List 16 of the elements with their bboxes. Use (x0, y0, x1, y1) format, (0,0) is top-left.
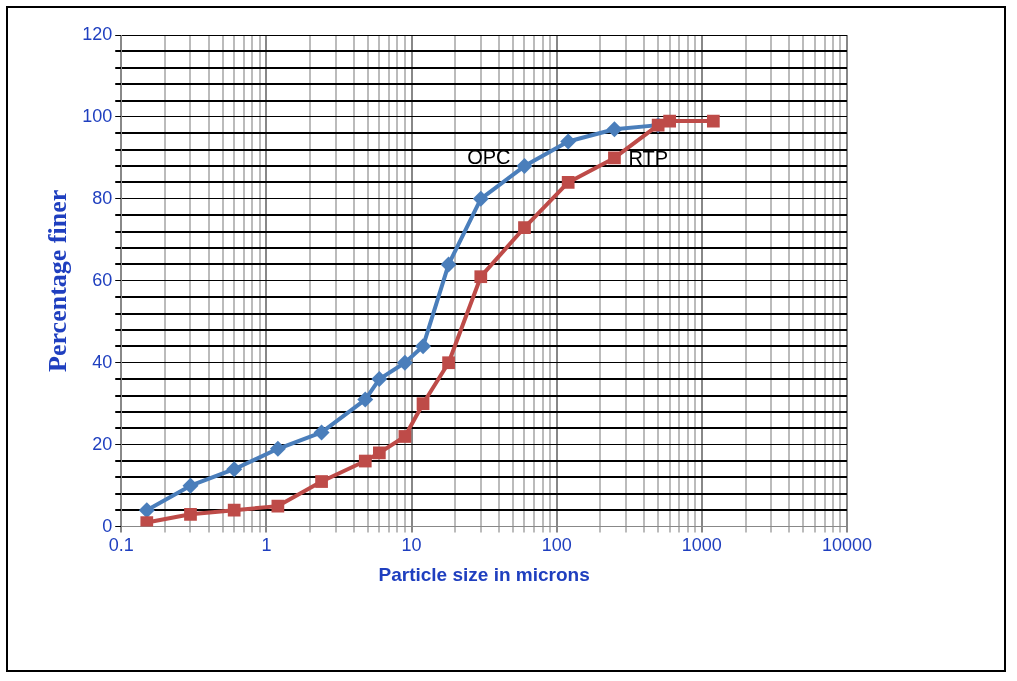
x-tick-label: 1000 (681, 535, 722, 556)
y-tick-label: 60 (92, 269, 113, 290)
x-tick-label: 100 (541, 535, 572, 556)
y-tick-label: 20 (92, 433, 113, 454)
y-axis-title: Percentage finer (43, 189, 73, 372)
y-tick-label: 40 (92, 351, 113, 372)
y-tick-label: 0 (102, 515, 113, 536)
x-tick-label: 1 (261, 535, 272, 556)
y-tick-label: 100 (82, 105, 113, 126)
x-tick-label: 10000 (821, 535, 873, 556)
x-tick-label: 0.1 (108, 535, 134, 556)
series-label: RTP (628, 147, 669, 170)
y-tick-label: 80 (92, 187, 113, 208)
x-axis-title: Particle size in microns (378, 563, 590, 585)
x-tick-label: 10 (401, 535, 422, 556)
y-tick-label: 120 (82, 23, 113, 44)
